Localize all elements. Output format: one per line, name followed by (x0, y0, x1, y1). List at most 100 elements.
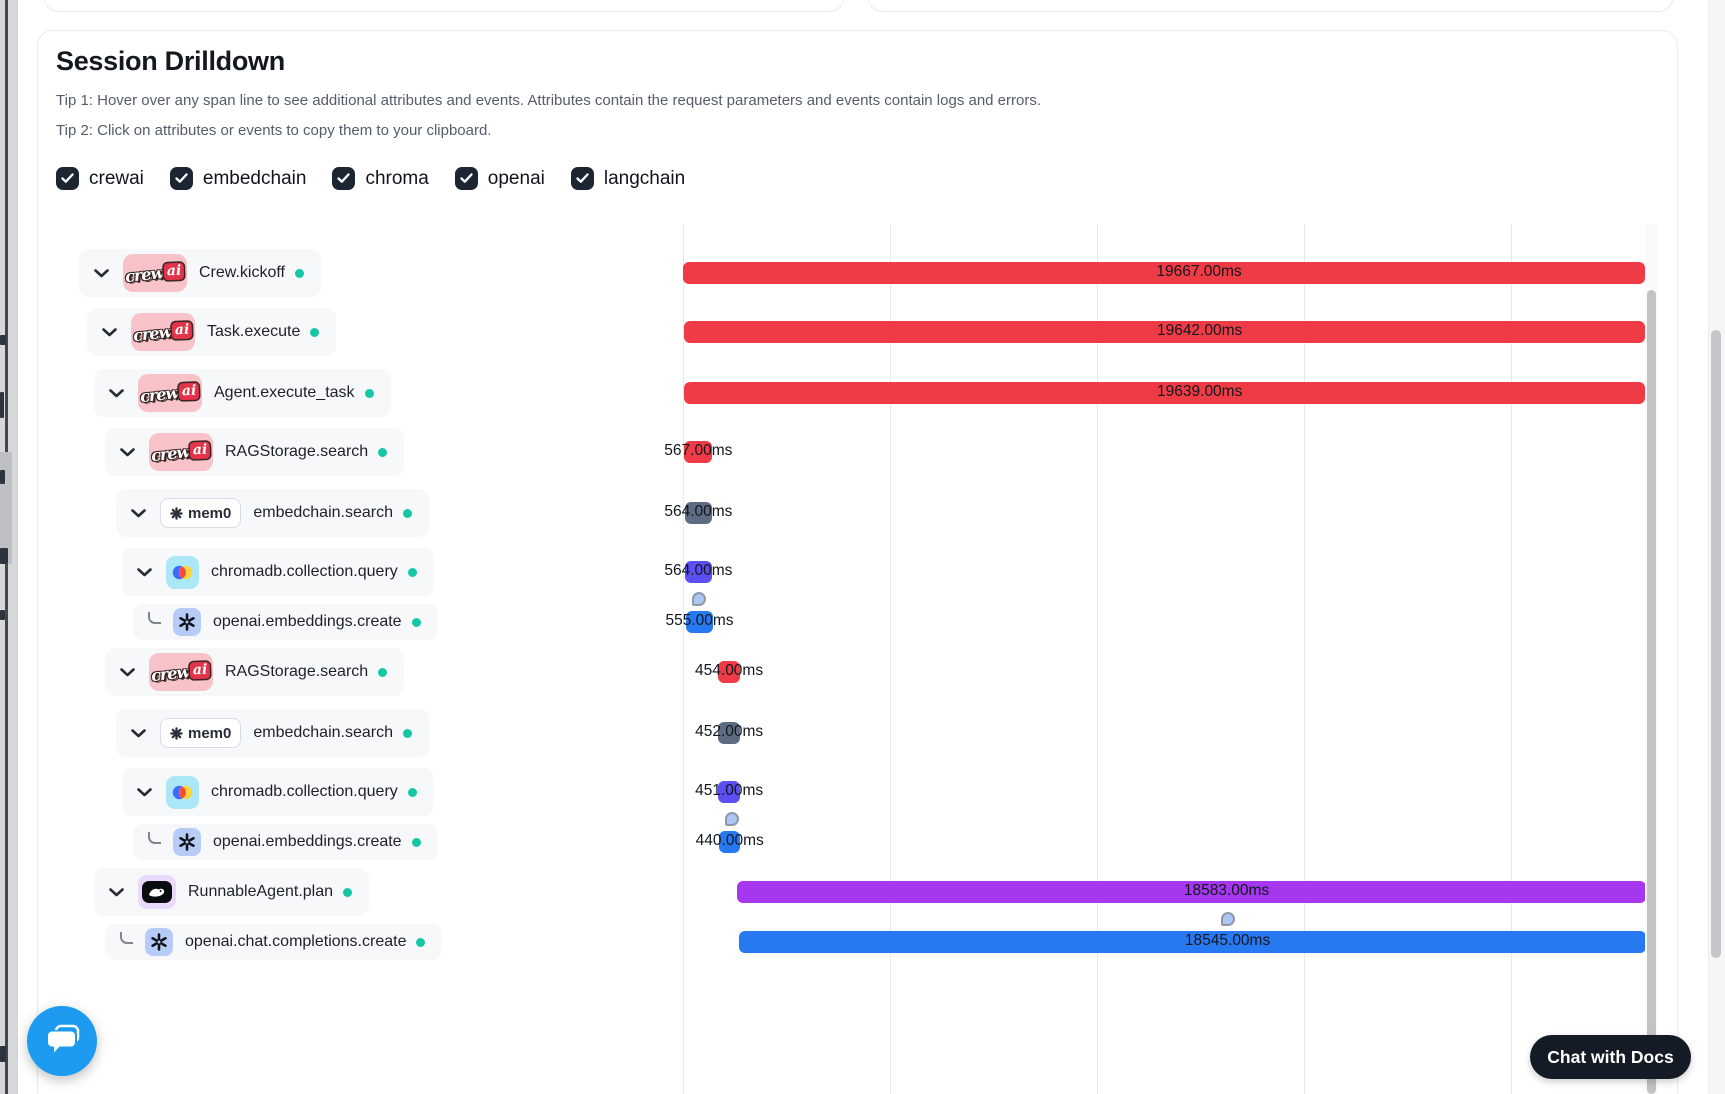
status-dot (378, 667, 388, 677)
span-row-openai.embeddings.create[interactable]: openai.embeddings.create (133, 824, 438, 860)
chevron-down-icon[interactable] (94, 268, 109, 278)
background-window-artifact (0, 610, 5, 620)
event-bubble-icon[interactable] (691, 592, 706, 606)
chevron-down-icon[interactable] (102, 327, 117, 337)
tree-elbow-connector (120, 932, 133, 944)
span-row-Task.execute[interactable]: crew ai Task.execute (87, 308, 337, 356)
span-duration-bar[interactable] (684, 382, 1645, 404)
chevron-down-icon[interactable] (109, 388, 124, 398)
span-duration-label: 18583.00ms (1183, 882, 1270, 899)
span-row-RunnableAgent.plan[interactable]: RunnableAgent.plan (94, 868, 370, 916)
timeline-gridline (1304, 224, 1305, 1094)
span-name-label: chromadb.collection.query (211, 783, 398, 800)
mem0-logo-icon: mem0 (160, 718, 242, 748)
crewai-logo-icon: crew ai (131, 313, 195, 351)
span-duration-bar[interactable] (685, 611, 714, 633)
span-duration-bar[interactable] (684, 321, 1645, 343)
tree-elbow-connector (148, 612, 161, 624)
filter-checkbox-embedchain[interactable]: embedchain (169, 167, 307, 190)
span-row-chromadb.collection.query[interactable]: chromadb.collection.query (122, 768, 434, 816)
span-duration-label: 452.00ms (695, 723, 764, 740)
status-dot (310, 327, 320, 337)
span-row-Crew.kickoff[interactable]: crew ai Crew.kickoff (79, 249, 321, 297)
span-duration-bar[interactable] (739, 931, 1647, 953)
page-title: Session Drilldown (56, 46, 285, 76)
span-name-label: RAGStorage.search (225, 443, 369, 460)
chevron-down-icon[interactable] (109, 887, 124, 897)
chevron-down-icon[interactable] (137, 567, 152, 577)
timeline-gridline (1097, 224, 1098, 1094)
chevron-down-icon[interactable] (131, 728, 146, 738)
span-duration-bar[interactable] (684, 502, 713, 524)
span-duration-bar[interactable] (718, 781, 741, 803)
span-duration-bar[interactable] (717, 661, 741, 683)
status-dot (403, 728, 412, 738)
background-window-sliver (0, 0, 18, 1094)
tip-2-text: Tip 2: Click on attributes or events to … (56, 122, 492, 139)
span-duration-bar[interactable] (683, 262, 1645, 284)
page-scrollbar-thumb[interactable] (1711, 330, 1721, 958)
checkbox-checked-icon[interactable] (169, 167, 193, 190)
crewai-logo-icon: crew ai (138, 374, 202, 412)
span-name-label: embedchain.search (253, 724, 393, 741)
span-duration-bar[interactable] (718, 831, 741, 853)
span-name-label: chromadb.collection.query (211, 563, 398, 580)
checkbox-checked-icon[interactable] (454, 167, 478, 190)
span-name-label: RunnableAgent.plan (188, 883, 334, 900)
span-duration-bar[interactable] (684, 561, 713, 583)
span-name-label: openai.embeddings.create (213, 613, 402, 630)
checkbox-checked-icon[interactable] (570, 167, 594, 190)
span-duration-bar[interactable] (684, 441, 713, 463)
span-duration-bar[interactable] (737, 881, 1646, 903)
openai-logo-icon (173, 828, 201, 856)
span-row-openai.chat.completions.create[interactable]: openai.chat.completions.create (105, 924, 443, 960)
chat-bubbles-icon (43, 1024, 81, 1058)
background-window-artifact (0, 1046, 6, 1062)
status-dot (411, 617, 421, 627)
span-name-label: openai.chat.completions.create (185, 933, 407, 950)
tree-elbow-connector (148, 832, 161, 844)
filter-label: langchain (603, 167, 686, 189)
background-window-artifact (0, 335, 6, 345)
span-row-embedchain.search[interactable]: mem0 embedchain.search (116, 709, 429, 757)
span-duration-label: 564.00ms (664, 562, 733, 579)
event-bubble-icon[interactable] (724, 812, 739, 826)
status-dot (294, 268, 304, 278)
status-dot (343, 887, 353, 897)
span-row-openai.embeddings.create[interactable]: openai.embeddings.create (133, 604, 438, 640)
chevron-down-icon[interactable] (137, 787, 152, 797)
filter-checkbox-langchain[interactable]: langchain (570, 167, 686, 190)
checkbox-checked-icon[interactable] (56, 167, 79, 190)
filter-label: chroma (365, 167, 429, 189)
span-row-chromadb.collection.query[interactable]: chromadb.collection.query (122, 548, 434, 596)
filter-checkbox-chroma[interactable]: chroma (332, 167, 429, 190)
span-row-Agent.execute_task[interactable]: crew ai Agent.execute_task (94, 369, 391, 417)
crewai-logo-icon: crew ai (149, 653, 213, 691)
filter-checkbox-crewai[interactable]: crewai (56, 167, 144, 190)
filter-checkbox-openai[interactable]: openai (454, 167, 545, 190)
status-dot (411, 837, 421, 847)
span-duration-bar[interactable] (718, 722, 741, 744)
background-window-artifact (0, 392, 4, 418)
status-dot (407, 567, 417, 577)
span-row-embedchain.search[interactable]: mem0 embedchain.search (116, 489, 429, 537)
span-row-RAGStorage.search[interactable]: crew ai RAGStorage.search (105, 428, 405, 476)
checkbox-checked-icon[interactable] (332, 167, 356, 190)
chat-with-docs-button[interactable]: Chat with Docs (1530, 1035, 1691, 1079)
chart-scrollbar-thumb[interactable] (1647, 290, 1656, 1094)
chat-widget-button[interactable] (27, 1006, 97, 1076)
span-duration-label: 564.00ms (664, 503, 733, 520)
filter-label: embedchain (202, 167, 307, 189)
status-dot (378, 447, 388, 457)
span-row-RAGStorage.search[interactable]: crew ai RAGStorage.search (105, 648, 405, 696)
status-dot (364, 388, 374, 398)
span-name-label: embedchain.search (253, 504, 393, 521)
chevron-down-icon[interactable] (120, 447, 135, 457)
span-name-label: Task.execute (207, 323, 301, 340)
langchain-logo-icon (138, 875, 176, 909)
chevron-down-icon[interactable] (131, 508, 146, 518)
chevron-down-icon[interactable] (120, 667, 135, 677)
openai-logo-icon (173, 608, 201, 636)
event-bubble-icon[interactable] (1220, 912, 1235, 926)
background-window-artifact (0, 548, 8, 564)
